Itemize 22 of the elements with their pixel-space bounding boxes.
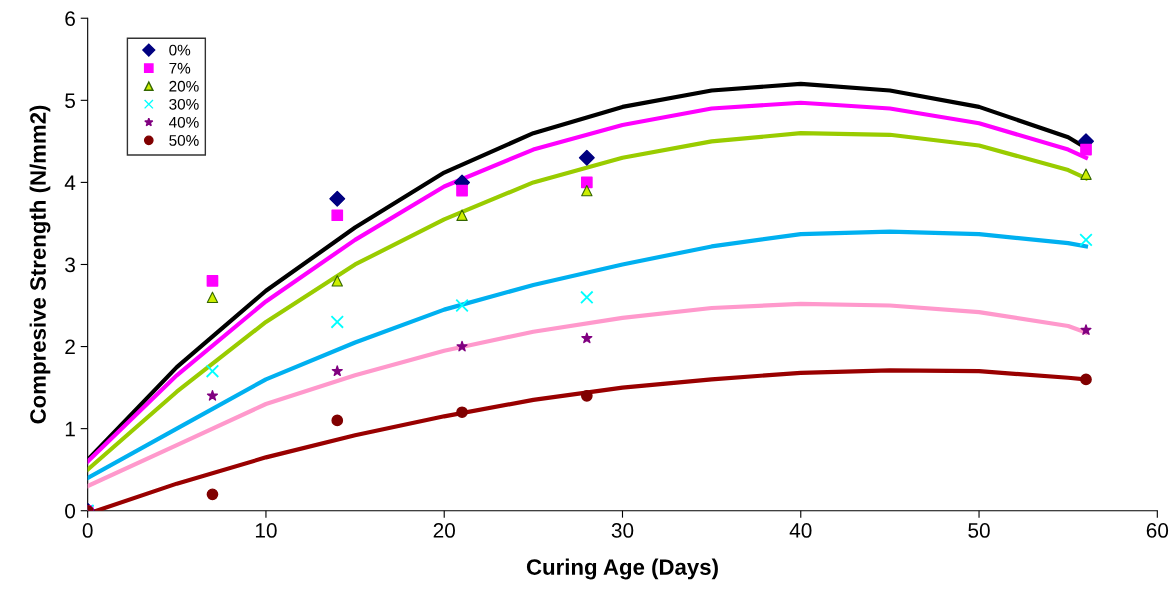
legend-label: 50% <box>169 135 199 146</box>
x-tick-label: 0 <box>82 523 93 538</box>
x-tick-label: 10 <box>255 523 277 538</box>
y-tick-label: 2 <box>65 339 75 355</box>
y-tick-label: 4 <box>64 175 76 190</box>
legend-label: 30% <box>169 98 199 110</box>
legend-label: 7% <box>169 62 191 74</box>
x-tick-label: 40 <box>789 523 812 538</box>
y-tick-label: 5 <box>65 93 75 109</box>
x-axis-title: Curing Age (Days) <box>526 558 718 580</box>
legend-label: 20% <box>169 80 199 92</box>
x-tick-label: 50 <box>968 523 990 538</box>
x-tick-label: 20 <box>433 523 455 538</box>
y-axis-title: Compresive Strength (N/mm2) <box>29 105 51 424</box>
legend-label: 40% <box>169 116 199 128</box>
y-tick-label: 0 <box>65 503 76 519</box>
x-tick-label: 30 <box>611 523 634 538</box>
y-tick-label: 1 <box>65 421 75 437</box>
y-tick-label: 6 <box>65 11 75 26</box>
x-tick-label: 60 <box>1146 523 1169 538</box>
legend-label: 0% <box>169 44 191 56</box>
y-tick-label: 3 <box>65 257 75 273</box>
